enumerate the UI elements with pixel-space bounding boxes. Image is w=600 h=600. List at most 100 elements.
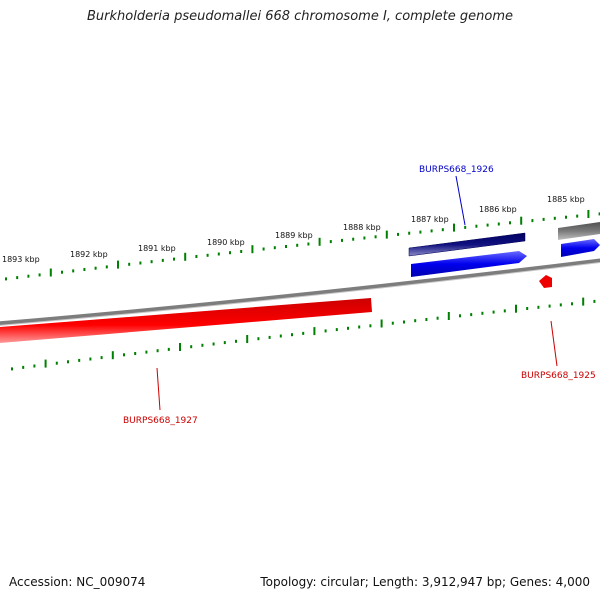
gene-burps668-1927-feature[interactable] <box>0 298 372 343</box>
minor-tick <box>150 260 153 264</box>
major-tick <box>385 230 388 239</box>
minor-tick <box>559 303 562 307</box>
tick-label-1890: 1890 kbp <box>207 238 245 247</box>
minor-tick <box>542 217 545 221</box>
minor-tick <box>341 238 343 242</box>
minor-tick <box>352 237 355 241</box>
minor-tick <box>335 328 338 332</box>
minor-tick <box>100 356 103 360</box>
tick-label-1889: 1889 kbp <box>275 231 313 240</box>
gray-feature[interactable] <box>558 222 600 240</box>
genome-backbone <box>0 258 600 326</box>
minor-tick <box>548 304 551 308</box>
major-tick <box>380 319 383 328</box>
major-tick <box>447 312 450 320</box>
map-title: Burkholderia pseudomallei 668 chromosome… <box>86 9 514 24</box>
major-tick <box>117 260 119 269</box>
accession-text: Accession: NC_009074 <box>9 575 146 589</box>
minor-tick <box>358 325 361 329</box>
major-tick <box>453 223 455 232</box>
leader-line-1927 <box>156 367 161 411</box>
minor-tick <box>302 331 305 335</box>
minor-tick <box>509 221 511 225</box>
minor-tick <box>553 216 556 220</box>
minor-tick <box>425 318 428 321</box>
major-tick <box>520 216 523 225</box>
minor-tick <box>257 337 260 341</box>
minor-tick <box>201 343 204 347</box>
minor-tick <box>161 258 164 262</box>
minor-tick <box>145 350 148 354</box>
minor-tick <box>391 321 394 325</box>
minor-tick <box>279 334 282 338</box>
minor-tick <box>105 265 108 269</box>
minor-tick <box>123 353 125 357</box>
minor-tick <box>414 319 417 323</box>
minor-tick <box>72 269 75 273</box>
major-tick <box>246 335 249 343</box>
minor-tick <box>38 273 41 277</box>
minor-tick <box>565 215 567 219</box>
minor-tick <box>273 246 276 250</box>
minor-tick <box>235 339 237 343</box>
major-tick <box>313 327 316 336</box>
minor-tick <box>526 307 529 310</box>
minor-tick <box>190 345 193 349</box>
minor-tick <box>459 314 461 318</box>
minor-tick <box>329 240 332 244</box>
forward-gene-feature[interactable] <box>411 251 527 277</box>
minor-tick <box>156 349 159 353</box>
minor-tick <box>285 245 287 248</box>
minor-tick <box>67 360 69 364</box>
major-tick <box>179 343 181 351</box>
minor-tick <box>217 252 220 256</box>
tick-label-1885: 1885 kbp <box>547 195 585 204</box>
minor-tick <box>212 342 215 346</box>
minor-tick <box>83 268 86 271</box>
forward-gene-feature-right[interactable] <box>561 239 600 257</box>
minor-tick <box>33 364 36 368</box>
tick-label-1888: 1888 kbp <box>343 223 381 232</box>
minor-tick <box>430 229 433 233</box>
minor-tick <box>347 326 349 330</box>
minor-tick <box>470 313 473 317</box>
gene-label-burps668-1926[interactable]: BURPS668_1926 <box>419 165 494 175</box>
gene-label-burps668-1927[interactable]: BURPS668_1927 <box>123 416 198 426</box>
inner-tick-ring <box>11 297 596 371</box>
minor-tick <box>262 247 265 251</box>
minor-tick <box>503 309 506 313</box>
minor-tick <box>291 333 293 337</box>
minor-tick <box>16 276 19 280</box>
major-tick <box>184 252 187 261</box>
gene-burps668-1926-feature[interactable] <box>408 232 526 257</box>
gene-burps668-1925-feature[interactable] <box>539 275 552 288</box>
tick-label-1887: 1887 kbp <box>411 215 449 224</box>
minor-tick <box>229 251 231 255</box>
minor-tick <box>296 243 299 247</box>
minor-tick <box>240 250 243 253</box>
minor-tick <box>5 277 7 281</box>
minor-tick <box>441 228 444 232</box>
minor-tick <box>598 212 600 216</box>
minor-tick <box>571 302 573 306</box>
minor-tick <box>408 231 411 235</box>
minor-tick <box>78 358 81 362</box>
minor-tick <box>22 365 25 369</box>
minor-tick <box>419 230 422 234</box>
minor-tick <box>167 347 170 351</box>
minor-tick <box>61 270 63 274</box>
major-tick <box>44 359 47 368</box>
gene-label-burps668-1925[interactable]: BURPS668_1925 <box>521 371 596 381</box>
minor-tick <box>464 225 467 229</box>
minor-tick <box>173 257 175 261</box>
minor-tick <box>27 274 30 278</box>
minor-tick <box>324 329 327 333</box>
minor-tick <box>374 235 377 239</box>
minor-tick <box>134 352 137 355</box>
minor-tick <box>481 311 484 315</box>
minor-tick <box>139 261 142 265</box>
minor-tick <box>268 335 271 339</box>
minor-tick <box>593 299 596 303</box>
major-tick <box>49 268 52 277</box>
